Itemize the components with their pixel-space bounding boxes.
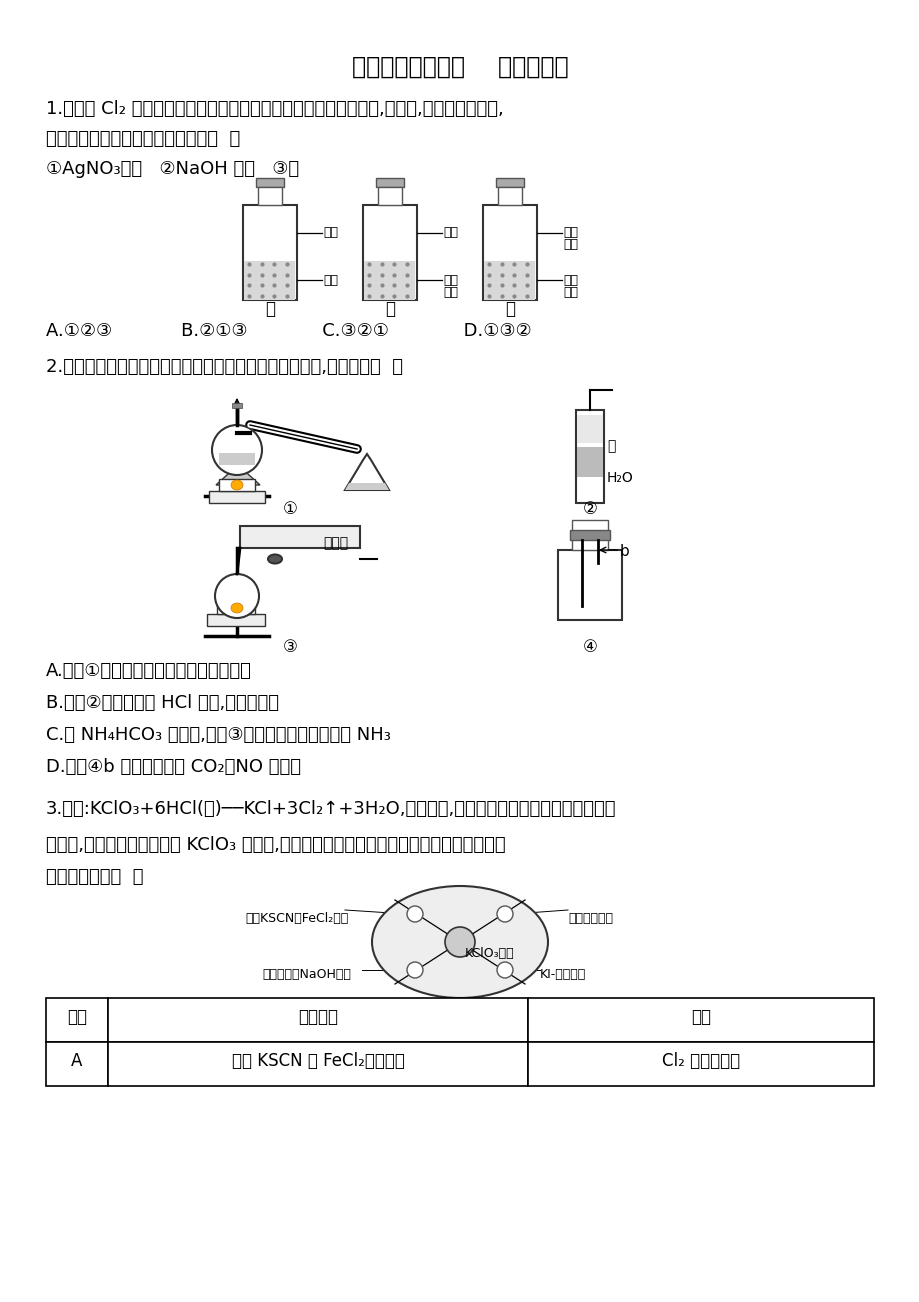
Text: A: A bbox=[72, 1052, 83, 1070]
Text: 硹石灸: 硹石灸 bbox=[323, 536, 347, 549]
Bar bbox=[108, 999, 528, 1042]
Polygon shape bbox=[216, 465, 260, 486]
Bar bbox=[209, 491, 265, 503]
Bar bbox=[244, 262, 295, 299]
Bar bbox=[46, 999, 108, 1042]
Text: A.①②③            B.②①③             C.③②①             D.①③②: A.①②③ B.②①③ C.③②① D.①③② bbox=[46, 322, 531, 340]
Bar bbox=[232, 404, 242, 408]
Text: 绿色: 绿色 bbox=[562, 285, 577, 298]
Text: ③: ③ bbox=[282, 638, 297, 656]
Text: ②: ② bbox=[582, 500, 596, 518]
Circle shape bbox=[496, 906, 513, 922]
Bar bbox=[484, 262, 535, 299]
Text: 绿色: 绿色 bbox=[562, 238, 577, 251]
Text: 乙: 乙 bbox=[384, 299, 394, 318]
Bar bbox=[528, 999, 873, 1042]
Text: C.以 NH₄HCO₃ 为原料,装置③可用于实验室制备少量 NH₃: C.以 NH₄HCO₃ 为原料,装置③可用于实验室制备少量 NH₃ bbox=[46, 727, 391, 743]
Text: KClO₃晶体: KClO₃晶体 bbox=[464, 947, 514, 960]
Bar bbox=[363, 204, 416, 299]
Text: B.装置②可用于吸收 HCl 气体,并防止倒吸: B.装置②可用于吸收 HCl 气体,并防止倒吸 bbox=[46, 694, 278, 712]
Text: 无色: 无色 bbox=[323, 227, 337, 240]
Text: D.装置④b 口进气可收集 CO₂、NO 等气体: D.装置④b 口进气可收集 CO₂、NO 等气体 bbox=[46, 758, 301, 776]
Bar bbox=[497, 187, 521, 204]
Polygon shape bbox=[345, 483, 389, 490]
Circle shape bbox=[211, 424, 262, 475]
Text: 2.实验是化学研究的基础。下列关于各实验装置的叙述中,正确的是（  ）: 2.实验是化学研究的基础。下列关于各实验装置的叙述中,正确的是（ ） bbox=[46, 358, 403, 376]
Bar bbox=[575, 410, 604, 503]
Text: 苯: 苯 bbox=[607, 439, 615, 453]
Text: 3.已知:KClO₃+6HCl(浓)──KCl+3Cl₂↑+3H₂O,如图所示,将少量试剂分别放入培养皿中的相: 3.已知:KClO₃+6HCl(浓)──KCl+3Cl₂↑+3H₂O,如图所示,… bbox=[46, 799, 616, 818]
Text: 浑浊: 浑浊 bbox=[443, 285, 458, 298]
Text: 滴有 KSCN 的 FeCl₂溶液变红: 滴有 KSCN 的 FeCl₂溶液变红 bbox=[232, 1052, 404, 1070]
Text: 选择题专项训练五    实验分析型: 选择题专项训练五 实验分析型 bbox=[351, 55, 568, 79]
Bar bbox=[576, 415, 602, 443]
Ellipse shape bbox=[231, 480, 243, 490]
Bar bbox=[364, 262, 415, 299]
Bar bbox=[217, 602, 255, 615]
Bar bbox=[572, 519, 607, 549]
Bar bbox=[558, 549, 621, 620]
Bar bbox=[570, 530, 609, 540]
Bar bbox=[482, 204, 537, 299]
Ellipse shape bbox=[231, 603, 243, 613]
Text: 甲: 甲 bbox=[265, 299, 275, 318]
Ellipse shape bbox=[371, 885, 548, 999]
Text: 丙: 丙 bbox=[505, 299, 515, 318]
Text: 结论: 结论 bbox=[690, 1008, 710, 1026]
Text: 浅黄: 浅黄 bbox=[562, 227, 577, 240]
Text: 紫色石蕊溶液: 紫色石蕊溶液 bbox=[567, 911, 612, 924]
Bar bbox=[576, 447, 602, 477]
Circle shape bbox=[496, 962, 513, 978]
Bar bbox=[243, 204, 297, 299]
Text: 选项: 选项 bbox=[67, 1008, 87, 1026]
Text: ①AgNO₃溶液   ②NaOH 溶液   ③水: ①AgNO₃溶液 ②NaOH 溶液 ③水 bbox=[46, 160, 299, 178]
Text: 实验现象: 实验现象 bbox=[298, 1008, 337, 1026]
Text: ①: ① bbox=[282, 500, 297, 518]
Text: ④: ④ bbox=[582, 638, 596, 656]
Text: 无色: 无色 bbox=[443, 227, 458, 240]
Circle shape bbox=[406, 906, 423, 922]
Text: 1.向盛有 Cl₂ 的三个集气瓶甲、乙、丙中各加入下列液体中的一种,经振荡,现象如下图所示,: 1.向盛有 Cl₂ 的三个集气瓶甲、乙、丙中各加入下列液体中的一种,经振荡,现象… bbox=[46, 100, 504, 118]
Bar bbox=[528, 1042, 873, 1086]
Bar bbox=[378, 187, 402, 204]
Circle shape bbox=[215, 574, 259, 618]
Text: 完全正确的是（  ）: 完全正确的是（ ） bbox=[46, 868, 143, 885]
Text: 滴有KSCN的FeCl₂溶液: 滴有KSCN的FeCl₂溶液 bbox=[244, 911, 348, 924]
Bar bbox=[108, 1042, 528, 1086]
Text: 滴有酚酞的NaOH溶液: 滴有酚酞的NaOH溶液 bbox=[262, 967, 350, 980]
Text: KI-淀粉溶液: KI-淀粉溶液 bbox=[539, 967, 585, 980]
Bar bbox=[240, 526, 359, 548]
Text: 白色: 白色 bbox=[443, 273, 458, 286]
Circle shape bbox=[445, 927, 474, 957]
Ellipse shape bbox=[267, 555, 282, 564]
Text: A.装置①常用于分离互不相溶液体混合物: A.装置①常用于分离互不相溶液体混合物 bbox=[46, 661, 252, 680]
Bar bbox=[219, 479, 255, 491]
Text: 无色: 无色 bbox=[323, 273, 337, 286]
Bar bbox=[257, 187, 282, 204]
Text: 浅黄: 浅黄 bbox=[562, 273, 577, 286]
Bar bbox=[46, 1042, 108, 1086]
Polygon shape bbox=[345, 454, 389, 490]
Text: 则甲、乙、丙中注入的液体分别是（  ）: 则甲、乙、丙中注入的液体分别是（ ） bbox=[46, 130, 240, 148]
Text: b: b bbox=[619, 544, 630, 559]
Bar bbox=[376, 178, 403, 187]
Text: Cl₂ 具有还原性: Cl₂ 具有还原性 bbox=[661, 1052, 739, 1070]
Bar bbox=[207, 615, 265, 626]
Text: 应位置,实验时将浓盐酸滴在 KClO₃ 晶体上,并用表面皿盖好。下表中由实验现象得出的结论: 应位置,实验时将浓盐酸滴在 KClO₃ 晶体上,并用表面皿盖好。下表中由实验现象… bbox=[46, 836, 505, 854]
Bar bbox=[495, 178, 524, 187]
Text: H₂O: H₂O bbox=[607, 471, 633, 486]
Bar bbox=[219, 453, 255, 465]
Circle shape bbox=[406, 962, 423, 978]
Bar bbox=[255, 178, 284, 187]
